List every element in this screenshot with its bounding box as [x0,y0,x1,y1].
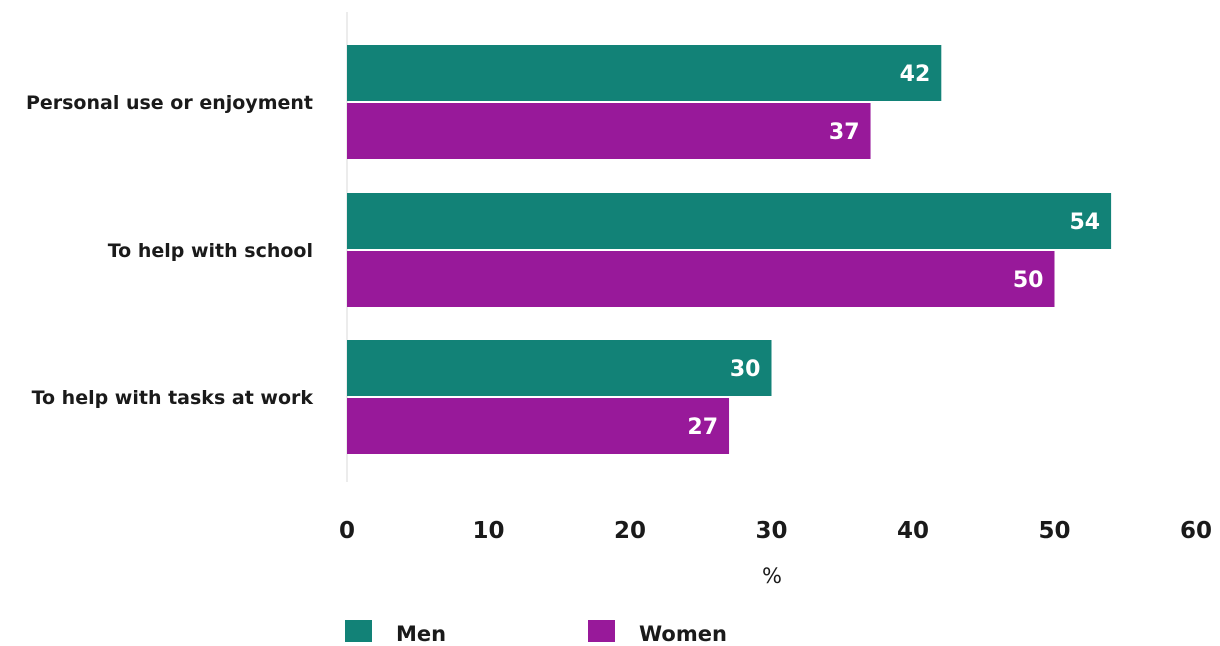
x-tick-label-3: 30 [755,518,787,544]
legend-swatch-men [345,620,372,646]
x-axis-title: % [762,564,782,588]
data-label-women-2: 27 [687,415,718,440]
bar-women-0 [347,103,871,159]
legend-label-men: Men [396,622,446,642]
x-tick-label-2: 20 [614,518,646,544]
data-label-women-1: 50 [1013,268,1044,293]
category-labels: Personal use or enjoyment To help with sc… [26,92,313,409]
data-label-women-0: 37 [829,120,860,145]
legend: Men Women [345,620,727,646]
bar-men-2 [347,340,772,396]
category-label-0: Personal use or enjoyment [26,92,313,114]
x-axis-ticks: 0 10 20 30 40 50 60 [339,518,1212,544]
data-label-men-1: 54 [1069,210,1100,235]
bar-women-1 [347,251,1055,307]
category-label-1: To help with school [108,240,313,262]
bar-men-1 [347,193,1112,249]
bar-women-2 [347,398,730,454]
legend-swatch-women [588,620,615,646]
bars-layer: 42 37 54 50 30 27 [347,45,1112,454]
x-tick-label-5: 50 [1038,518,1070,544]
data-label-men-0: 42 [900,62,931,87]
x-tick-label-4: 40 [897,518,929,544]
legend-label-women: Women [639,622,727,642]
x-tick-label-0: 0 [339,518,355,544]
x-tick-label-1: 10 [472,518,504,544]
x-tick-label-6: 60 [1180,518,1212,544]
data-label-men-2: 30 [730,357,761,382]
category-label-2: To help with tasks at work [32,387,314,409]
bar-men-0 [347,45,942,101]
